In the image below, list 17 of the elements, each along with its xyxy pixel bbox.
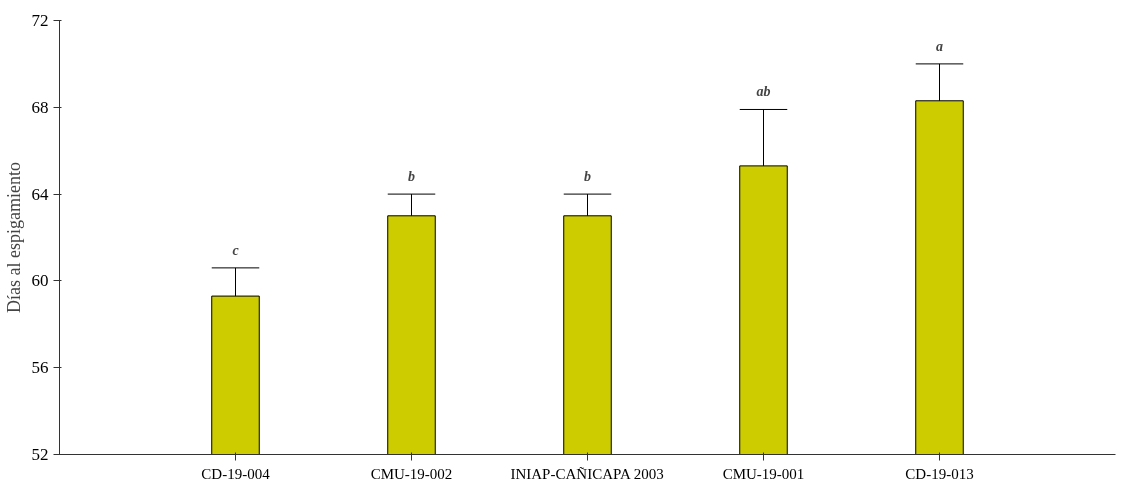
annotation: b	[584, 169, 591, 185]
y-tick-label: 64	[31, 184, 49, 204]
y-tick-label: 60	[31, 271, 49, 291]
annotation: a	[936, 38, 943, 54]
x-tick-label: CD-19-013	[905, 465, 974, 482]
x-tick-label: CMU-19-001	[722, 465, 805, 482]
y-axis-title: Días al espigamiento	[3, 162, 24, 313]
x-tick-label: CD-19-004	[201, 465, 271, 482]
annotation: b	[408, 169, 415, 185]
annotation: c	[232, 242, 240, 258]
y-tick-label: 72	[31, 11, 49, 30]
x-tick-label: CMU-19-002	[370, 465, 453, 482]
y-tick-label: 52	[31, 445, 49, 464]
y-tick-label: 56	[31, 358, 49, 378]
annotation: ab	[756, 84, 771, 100]
y-tick-label: 68	[31, 97, 49, 117]
x-tick-label: INIAP-CAÑICAPA 2003	[510, 465, 664, 482]
